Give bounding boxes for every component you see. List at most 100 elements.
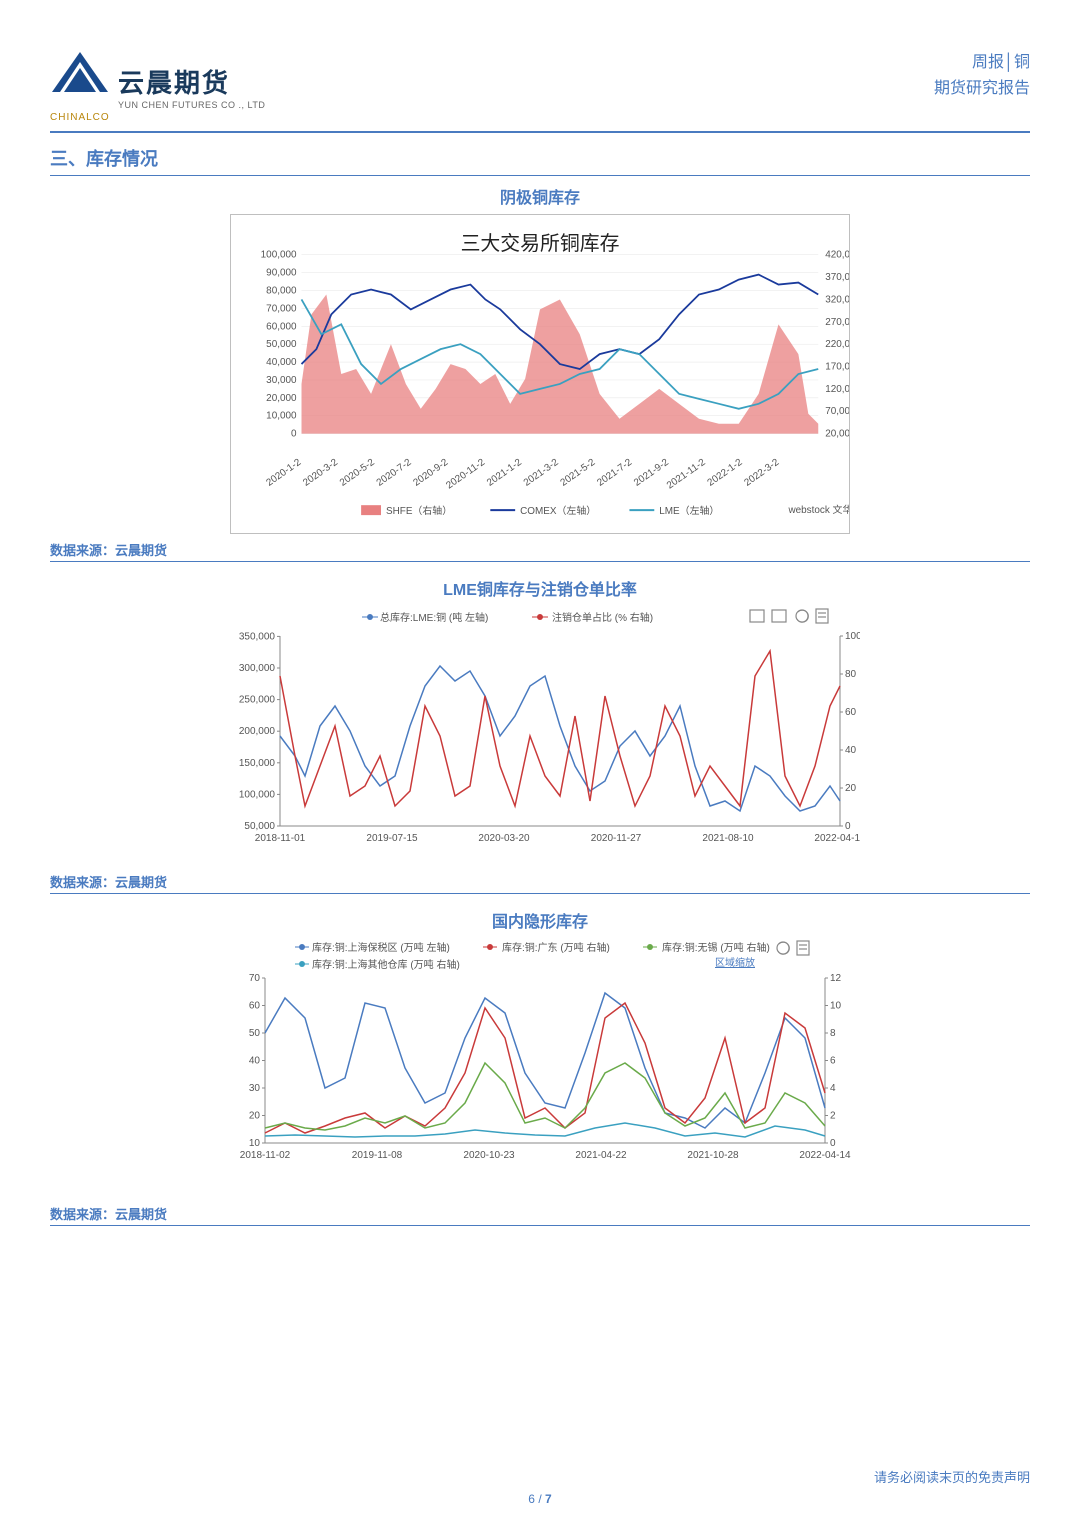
svg-text:100,000: 100,000 xyxy=(261,250,297,261)
chart2-title: LME铜库存与注销仓单比率 xyxy=(50,576,1030,600)
svg-text:2020-5-2: 2020-5-2 xyxy=(338,457,377,489)
chart1-title: 阴极铜库存 xyxy=(50,184,1030,208)
svg-text:60,000: 60,000 xyxy=(266,321,297,332)
svg-text:60: 60 xyxy=(249,1001,261,1012)
svg-text:40,000: 40,000 xyxy=(266,357,297,368)
svg-text:库存:铜:上海其他仓库 (万吨 右轴): 库存:铜:上海其他仓库 (万吨 右轴) xyxy=(312,958,460,971)
svg-text:270,000: 270,000 xyxy=(825,317,850,328)
svg-text:70: 70 xyxy=(249,973,261,984)
svg-text:2021-5-2: 2021-5-2 xyxy=(559,457,598,489)
svg-text:SHFE（右轴）: SHFE（右轴） xyxy=(386,504,452,517)
chart2-source: 数据来源：云晨期货 xyxy=(50,872,1030,894)
svg-text:2021-10-28: 2021-10-28 xyxy=(687,1150,739,1161)
chart2-stock-line xyxy=(280,666,840,811)
svg-text:350,000: 350,000 xyxy=(239,631,276,642)
svg-text:2021-3-2: 2021-3-2 xyxy=(522,457,561,489)
svg-text:2018-11-02: 2018-11-02 xyxy=(240,1150,291,1161)
svg-text:2: 2 xyxy=(830,1111,836,1122)
svg-text:50,000: 50,000 xyxy=(266,339,297,350)
chart2-toolbar[interactable] xyxy=(750,609,828,623)
svg-text:100: 100 xyxy=(845,631,860,642)
svg-text:2022-04-14: 2022-04-14 xyxy=(814,833,860,844)
svg-text:40: 40 xyxy=(249,1056,261,1067)
svg-text:库存:铜:上海保税区 (万吨 左轴): 库存:铜:上海保税区 (万吨 左轴) xyxy=(312,941,450,954)
svg-text:6: 6 xyxy=(830,1056,836,1067)
chart3-wuxi-line xyxy=(265,1063,825,1130)
chart3-title: 国内隐形库存 xyxy=(50,908,1030,932)
report-type: 周报│铜 xyxy=(934,50,1030,76)
svg-text:320,000: 320,000 xyxy=(825,294,850,305)
svg-text:170,000: 170,000 xyxy=(825,362,850,373)
svg-text:2018-11-01: 2018-11-01 xyxy=(255,833,306,844)
svg-text:40: 40 xyxy=(845,745,857,756)
svg-text:20: 20 xyxy=(845,783,857,794)
chart1-source: 数据来源：云晨期货 xyxy=(50,540,1030,562)
save-icon[interactable] xyxy=(797,941,809,955)
svg-text:注销仓单占比 (% 右轴): 注销仓单占比 (% 右轴) xyxy=(552,611,653,624)
svg-text:420,000: 420,000 xyxy=(825,250,850,261)
svg-text:150,000: 150,000 xyxy=(239,758,276,769)
page-number: 6 / 7 xyxy=(528,1492,551,1506)
svg-text:0: 0 xyxy=(845,821,851,832)
svg-text:2021-1-2: 2021-1-2 xyxy=(485,457,524,489)
svg-text:2019-07-15: 2019-07-15 xyxy=(366,833,418,844)
svg-text:2020-11-2: 2020-11-2 xyxy=(444,457,487,492)
chart1-legend: SHFE（右轴） COMEX（左轴） LME（左轴） xyxy=(361,504,719,517)
zoom-link[interactable]: 区域缩放 xyxy=(715,956,755,969)
chart3-guangdong-line xyxy=(265,1003,825,1133)
logo-text: 云晨期货 YUN CHEN FUTURES CO ., LTD xyxy=(118,63,265,110)
svg-text:80,000: 80,000 xyxy=(266,286,297,297)
chart3-source: 数据来源：云晨期货 xyxy=(50,1204,1030,1226)
svg-text:8: 8 xyxy=(830,1028,836,1039)
svg-text:2022-3-2: 2022-3-2 xyxy=(742,457,781,489)
chart3-toolbar[interactable] xyxy=(777,941,809,955)
svg-text:200,000: 200,000 xyxy=(239,726,276,737)
svg-text:总库存:LME:铜 (吨 左轴): 总库存:LME:铜 (吨 左轴) xyxy=(380,611,488,624)
chart3-container: 库存:铜:上海保税区 (万吨 左轴) 库存:铜:广东 (万吨 右轴) 库存:铜:… xyxy=(50,938,1030,1198)
svg-text:2019-11-08: 2019-11-08 xyxy=(352,1150,403,1161)
svg-text:70,000: 70,000 xyxy=(825,406,850,417)
svg-text:50,000: 50,000 xyxy=(244,821,275,832)
svg-text:220,000: 220,000 xyxy=(825,339,850,350)
chart2-cancel-line xyxy=(280,651,840,806)
svg-text:2021-04-22: 2021-04-22 xyxy=(575,1150,627,1161)
svg-text:库存:铜:无锡 (万吨 右轴): 库存:铜:无锡 (万吨 右轴) xyxy=(662,941,770,954)
logo-triangle: CHINALCO xyxy=(50,50,110,123)
chart1-container: 三大交易所铜库存 0 10,000 20,000 30,000 40,000 50,000… xyxy=(50,214,1030,534)
svg-text:50: 50 xyxy=(249,1028,261,1039)
svg-text:2020-7-2: 2020-7-2 xyxy=(375,457,414,489)
svg-text:2020-3-2: 2020-3-2 xyxy=(301,457,340,489)
zoom-back-icon[interactable] xyxy=(772,610,786,622)
svg-text:10,000: 10,000 xyxy=(266,411,297,422)
svg-text:80: 80 xyxy=(845,669,857,680)
chart2-legend: 总库存:LME:铜 (吨 左轴) 注销仓单占比 (% 右轴) xyxy=(362,611,653,624)
svg-text:10: 10 xyxy=(830,1001,842,1012)
save-icon[interactable] xyxy=(816,609,828,623)
chart2-container: 总库存:LME:铜 (吨 左轴) 注销仓单占比 (% 右轴) 50,000 100… xyxy=(50,606,1030,866)
page-header: CHINALCO 云晨期货 YUN CHEN FUTURES CO ., LTD… xyxy=(50,50,1030,133)
logo-block: CHINALCO 云晨期货 YUN CHEN FUTURES CO ., LTD xyxy=(50,50,265,123)
logo-main: 云晨期货 xyxy=(118,63,265,100)
svg-text:2021-7-2: 2021-7-2 xyxy=(595,457,634,489)
svg-text:0: 0 xyxy=(830,1138,836,1149)
svg-text:120,000: 120,000 xyxy=(825,384,850,395)
svg-text:2022-1-2: 2022-1-2 xyxy=(706,457,745,489)
header-right: 周报│铜 期货研究报告 xyxy=(934,50,1030,101)
svg-text:10: 10 xyxy=(249,1138,261,1149)
svg-text:2020-10-23: 2020-10-23 xyxy=(463,1150,515,1161)
svg-text:70,000: 70,000 xyxy=(266,303,297,314)
svg-text:30: 30 xyxy=(249,1083,261,1094)
svg-text:100,000: 100,000 xyxy=(239,789,276,800)
svg-text:4: 4 xyxy=(830,1083,836,1094)
svg-text:20,000: 20,000 xyxy=(266,393,297,404)
svg-text:LME（左轴）: LME（左轴） xyxy=(659,504,719,517)
svg-text:2020-1-2: 2020-1-2 xyxy=(264,457,303,489)
svg-text:2020-03-20: 2020-03-20 xyxy=(478,833,530,844)
chart1-inner-title: 三大交易所铜库存 xyxy=(461,233,620,255)
svg-text:90,000: 90,000 xyxy=(266,268,297,279)
svg-text:COMEX（左轴）: COMEX（左轴） xyxy=(520,504,596,517)
chinalco-label: CHINALCO xyxy=(50,112,110,123)
svg-text:0: 0 xyxy=(291,429,297,440)
svg-text:30,000: 30,000 xyxy=(266,375,297,386)
zoom-icon[interactable] xyxy=(750,610,764,622)
